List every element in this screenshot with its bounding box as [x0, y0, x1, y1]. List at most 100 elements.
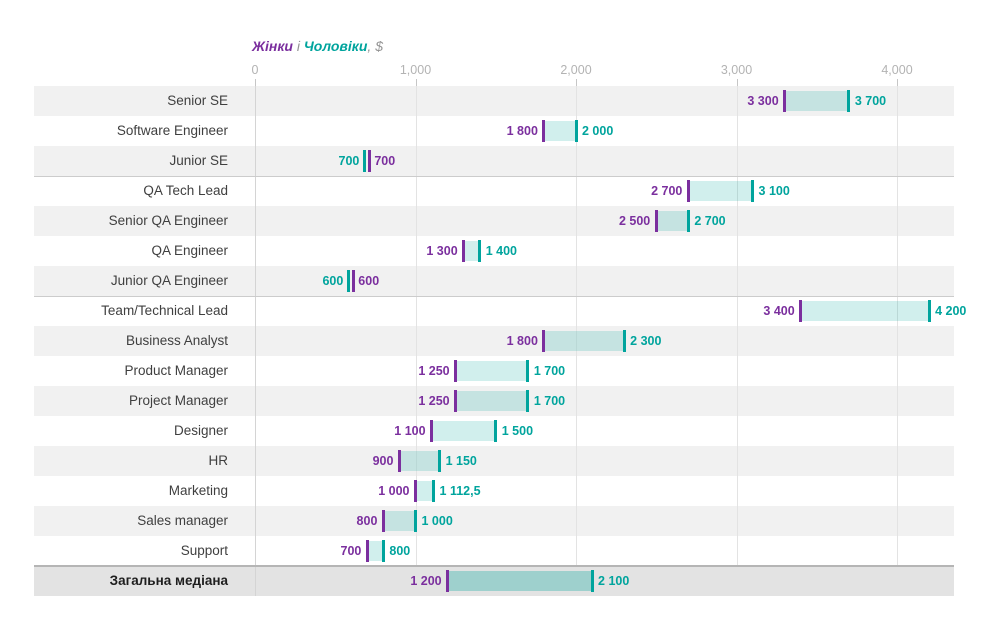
category-label: QA Tech Lead: [143, 183, 228, 198]
salary-range-band: [367, 541, 384, 561]
men-salary-value: 2 700: [694, 214, 726, 228]
women-salary-marker: [351, 270, 355, 292]
men-salary-value: 2 100: [598, 574, 630, 588]
women-salary-value: 600: [358, 274, 380, 288]
chart-row: HR 900 1 150: [34, 446, 954, 476]
category-label: Sales manager: [137, 513, 228, 528]
men-salary-marker: [622, 330, 626, 352]
women-salary-marker: [454, 360, 458, 382]
row-stripe: [34, 506, 954, 536]
salary-range-band: [784, 91, 849, 111]
row-stripe: [34, 116, 954, 146]
men-salary-value: 1 112,5: [439, 484, 481, 498]
row-stripe: [34, 326, 954, 356]
men-salary-value: 1 700: [533, 394, 566, 408]
chart-row: Marketing 1 000 1 112,5: [34, 476, 954, 506]
chart-row: Junior SE 700 700: [34, 146, 954, 176]
women-salary-value: 1 250: [418, 364, 450, 378]
group-separator: [34, 176, 954, 177]
men-salary-marker: [381, 540, 385, 562]
category-label: Project Manager: [128, 393, 228, 408]
women-salary-marker: [397, 450, 401, 472]
women-salary-value: 1 300: [426, 244, 458, 258]
chart-row: Junior QA Engineer 600 600: [34, 266, 954, 296]
women-salary-marker: [381, 510, 385, 532]
women-salary-marker: [783, 90, 787, 112]
row-stripe: [34, 86, 954, 116]
x-axis-tick-mark: [576, 79, 577, 86]
men-salary-marker: [590, 570, 594, 592]
men-salary-value: 1 700: [533, 364, 566, 378]
men-salary-marker: [432, 480, 436, 502]
group-separator: [34, 296, 954, 297]
salary-range-band: [543, 121, 576, 141]
salary-range-band: [656, 211, 689, 231]
salary-range-band: [800, 301, 930, 321]
salary-range-band: [383, 511, 416, 531]
category-label: Загальна медіана: [109, 573, 228, 588]
row-stripe: [34, 416, 954, 446]
women-salary-marker: [446, 570, 450, 592]
chart-row: Support 700 800: [34, 536, 954, 566]
women-salary-value: 1 800: [506, 124, 538, 138]
women-salary-marker: [414, 480, 417, 502]
men-salary-value: 1 150: [445, 454, 477, 468]
men-salary-value: 3 100: [758, 184, 790, 198]
salary-range-band: [455, 361, 528, 381]
category-label: Support: [180, 543, 228, 558]
x-axis-tick-mark: [897, 79, 898, 86]
salary-range-band: [415, 481, 434, 501]
chart-title-women-legend: Жінки: [252, 38, 293, 54]
gridline: [576, 86, 577, 596]
row-stripe: [34, 206, 954, 236]
women-salary-value: 700: [374, 154, 396, 168]
gridline: [736, 86, 738, 596]
men-salary-value: 2 000: [582, 124, 614, 138]
category-label: Business Analyst: [125, 333, 228, 348]
men-salary-marker: [751, 180, 755, 202]
row-stripe: [34, 266, 954, 296]
men-salary-marker: [478, 240, 482, 262]
chart-row: QA Engineer 1 300 1 400: [34, 236, 954, 266]
category-label: Software Engineer: [116, 123, 228, 138]
women-salary-marker: [454, 390, 458, 412]
row-stripe: [34, 236, 954, 266]
women-salary-value: 900: [372, 454, 394, 468]
x-axis-tick-label: 2,000: [560, 63, 592, 77]
y-axis-line: [255, 86, 256, 596]
x-axis-tick-label: 4,000: [881, 63, 913, 77]
row-stripe: [34, 446, 954, 476]
row-stripe: [34, 146, 954, 176]
women-salary-value: 2 500: [618, 214, 651, 228]
chart-row: Business Analyst 1 800 2 300: [34, 326, 954, 356]
chart-title: Жінки і Чоловіки, $: [252, 38, 383, 54]
salary-range-band: [399, 451, 440, 471]
x-axis-tick-label: 1,000: [399, 63, 432, 77]
median-row-stripe: [34, 566, 954, 596]
chart-row: Team/Technical Lead 3 400 4 200: [34, 296, 966, 326]
women-salary-marker: [365, 540, 369, 562]
women-salary-value: 3 400: [763, 304, 795, 318]
salary-range-band: [463, 241, 480, 261]
men-salary-marker: [574, 120, 578, 142]
men-salary-marker: [686, 210, 690, 232]
women-salary-value: 800: [356, 514, 378, 528]
women-salary-marker: [799, 300, 803, 322]
category-label: Team/Technical Lead: [101, 303, 228, 318]
salary-range-band: [543, 331, 625, 351]
women-salary-value: 1 250: [418, 394, 450, 408]
chart-row: Sales manager 800 1 000: [34, 506, 954, 536]
category-label: Marketing: [168, 483, 228, 498]
category-label: Senior SE: [167, 93, 228, 108]
women-salary-value: 1 200: [410, 574, 442, 588]
row-stripe: [34, 356, 954, 386]
gridline: [415, 86, 417, 596]
x-axis-tick-mark: [736, 79, 738, 86]
salary-range-band: [431, 421, 496, 441]
chart-row: Senior SE 3 300 3 700: [34, 86, 954, 116]
men-salary-marker: [494, 420, 498, 442]
category-label: Junior SE: [169, 153, 228, 168]
salary-range-band: [455, 391, 528, 411]
women-salary-value: 2 700: [651, 184, 683, 198]
gridline: [897, 86, 898, 596]
